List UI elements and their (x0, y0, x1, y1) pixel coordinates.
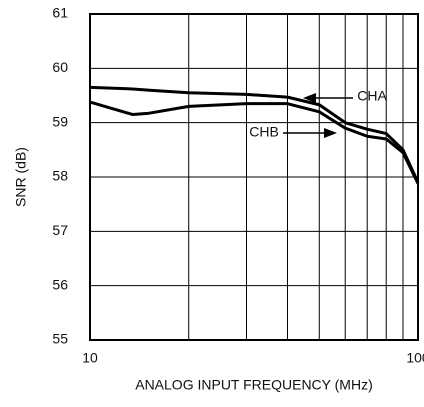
arrowhead (324, 128, 337, 138)
y-tick-label: 59 (52, 113, 68, 129)
y-tick-label: 57 (52, 222, 68, 238)
plot-frame (89, 13, 419, 341)
y-tick-label: 58 (52, 168, 68, 184)
x-tick-label: 10 (82, 350, 98, 366)
y-tick-label: 61 (52, 5, 68, 21)
y-tick-label: 60 (52, 59, 68, 75)
y-tick-label: 56 (52, 276, 68, 292)
arrowhead (303, 93, 316, 103)
x-tick-label: 100 (406, 350, 424, 366)
series-label: CHB (249, 124, 279, 140)
x-axis-label: ANALOG INPUT FREQUENCY (MHz) (135, 377, 373, 393)
y-axis-label: SNR (dB) (13, 147, 29, 207)
series-line (89, 85, 420, 184)
y-tick-label: 55 (52, 331, 68, 347)
series-line (89, 100, 420, 185)
series-label: CHA (357, 88, 387, 104)
